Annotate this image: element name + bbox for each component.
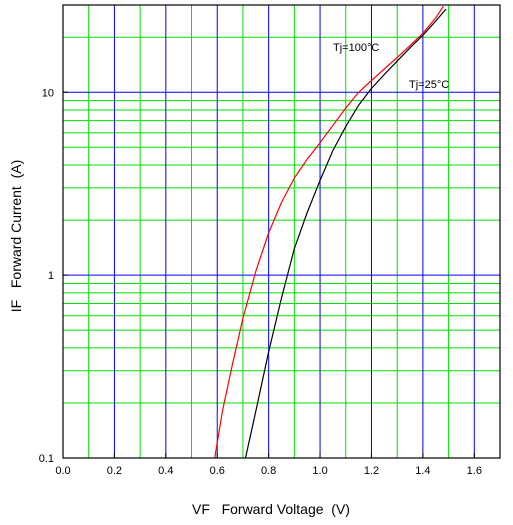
x-tick-label: 1.2: [364, 465, 379, 477]
x-axis-title: VF Forward Voltage (V): [192, 501, 350, 517]
x-tick-label: 0.4: [158, 465, 173, 477]
series-label-tj25: Tj=25°C: [409, 79, 449, 91]
series-label-tj100: Tj=100°C: [333, 42, 379, 54]
x-tick-label: 0.6: [210, 465, 225, 477]
minor-grid: [63, 4, 500, 458]
x-tick-label: 1.4: [415, 465, 430, 477]
x-tick-label: 1.6: [467, 465, 482, 477]
y-axis-title: IF Forward Current (A): [8, 160, 24, 312]
axis-ticks: [62, 91, 475, 459]
y-tick-label: 0.1: [39, 453, 54, 465]
series-line-tj25: [244, 8, 447, 459]
tick-labels: 0.0 0.2 0.4 0.6 0.8 1.0 1.2 1.4 1.6 0.1 1 10: [39, 87, 482, 477]
y-tick-label: 10: [42, 87, 54, 99]
x-tick-label: 0.2: [107, 465, 122, 477]
plot-frame: [62, 4, 501, 459]
plot-background: [63, 5, 500, 458]
x-tick-label: 0.0: [55, 465, 70, 477]
series-layer: [214, 5, 447, 459]
series-line-tj100: [214, 5, 444, 459]
y-tick-label: 1: [48, 270, 54, 282]
x-tick-label: 1.0: [312, 465, 327, 477]
x-tick-label: 0.8: [261, 465, 276, 477]
